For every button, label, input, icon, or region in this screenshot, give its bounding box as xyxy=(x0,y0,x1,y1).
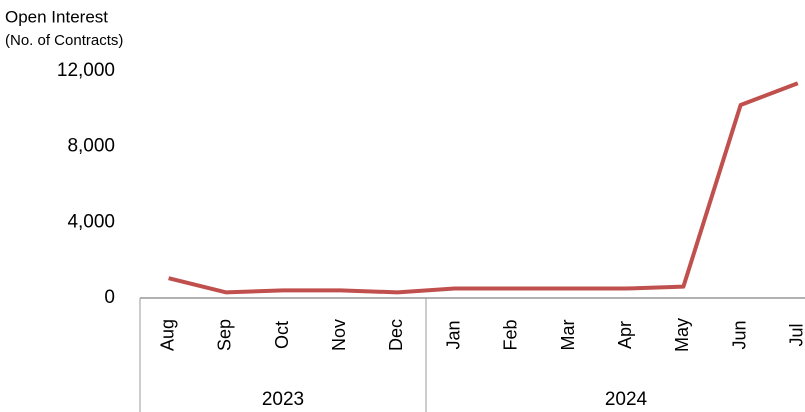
x-tick-label: Sep xyxy=(215,319,235,351)
chart-subtitle: (No. of Contracts) xyxy=(5,32,123,49)
x-tick-label: Aug xyxy=(157,319,177,351)
x-tick-label: Dec xyxy=(386,319,406,351)
x-tick-label: Jun xyxy=(729,320,749,349)
x-tick-label: Jan xyxy=(443,320,463,349)
y-tick-label: 4,000 xyxy=(67,211,115,232)
x-group-label: 2023 xyxy=(262,389,304,410)
x-tick-label: Feb xyxy=(501,319,521,350)
line-series xyxy=(168,81,799,295)
x-tick-label: Mar xyxy=(558,319,578,350)
x-tick-label: Jul xyxy=(787,323,805,346)
y-tick-label: 8,000 xyxy=(67,136,115,157)
x-tick-label: May xyxy=(672,318,692,352)
y-tick-label: 12,000 xyxy=(57,60,115,81)
x-group-label: 2024 xyxy=(605,389,648,410)
chart-title: Open Interest xyxy=(5,7,108,26)
x-tick-label: Apr xyxy=(615,321,635,349)
x-tick-label: Oct xyxy=(272,321,292,349)
x-tick-label: Nov xyxy=(329,319,349,351)
y-tick-label: 0 xyxy=(104,287,115,308)
